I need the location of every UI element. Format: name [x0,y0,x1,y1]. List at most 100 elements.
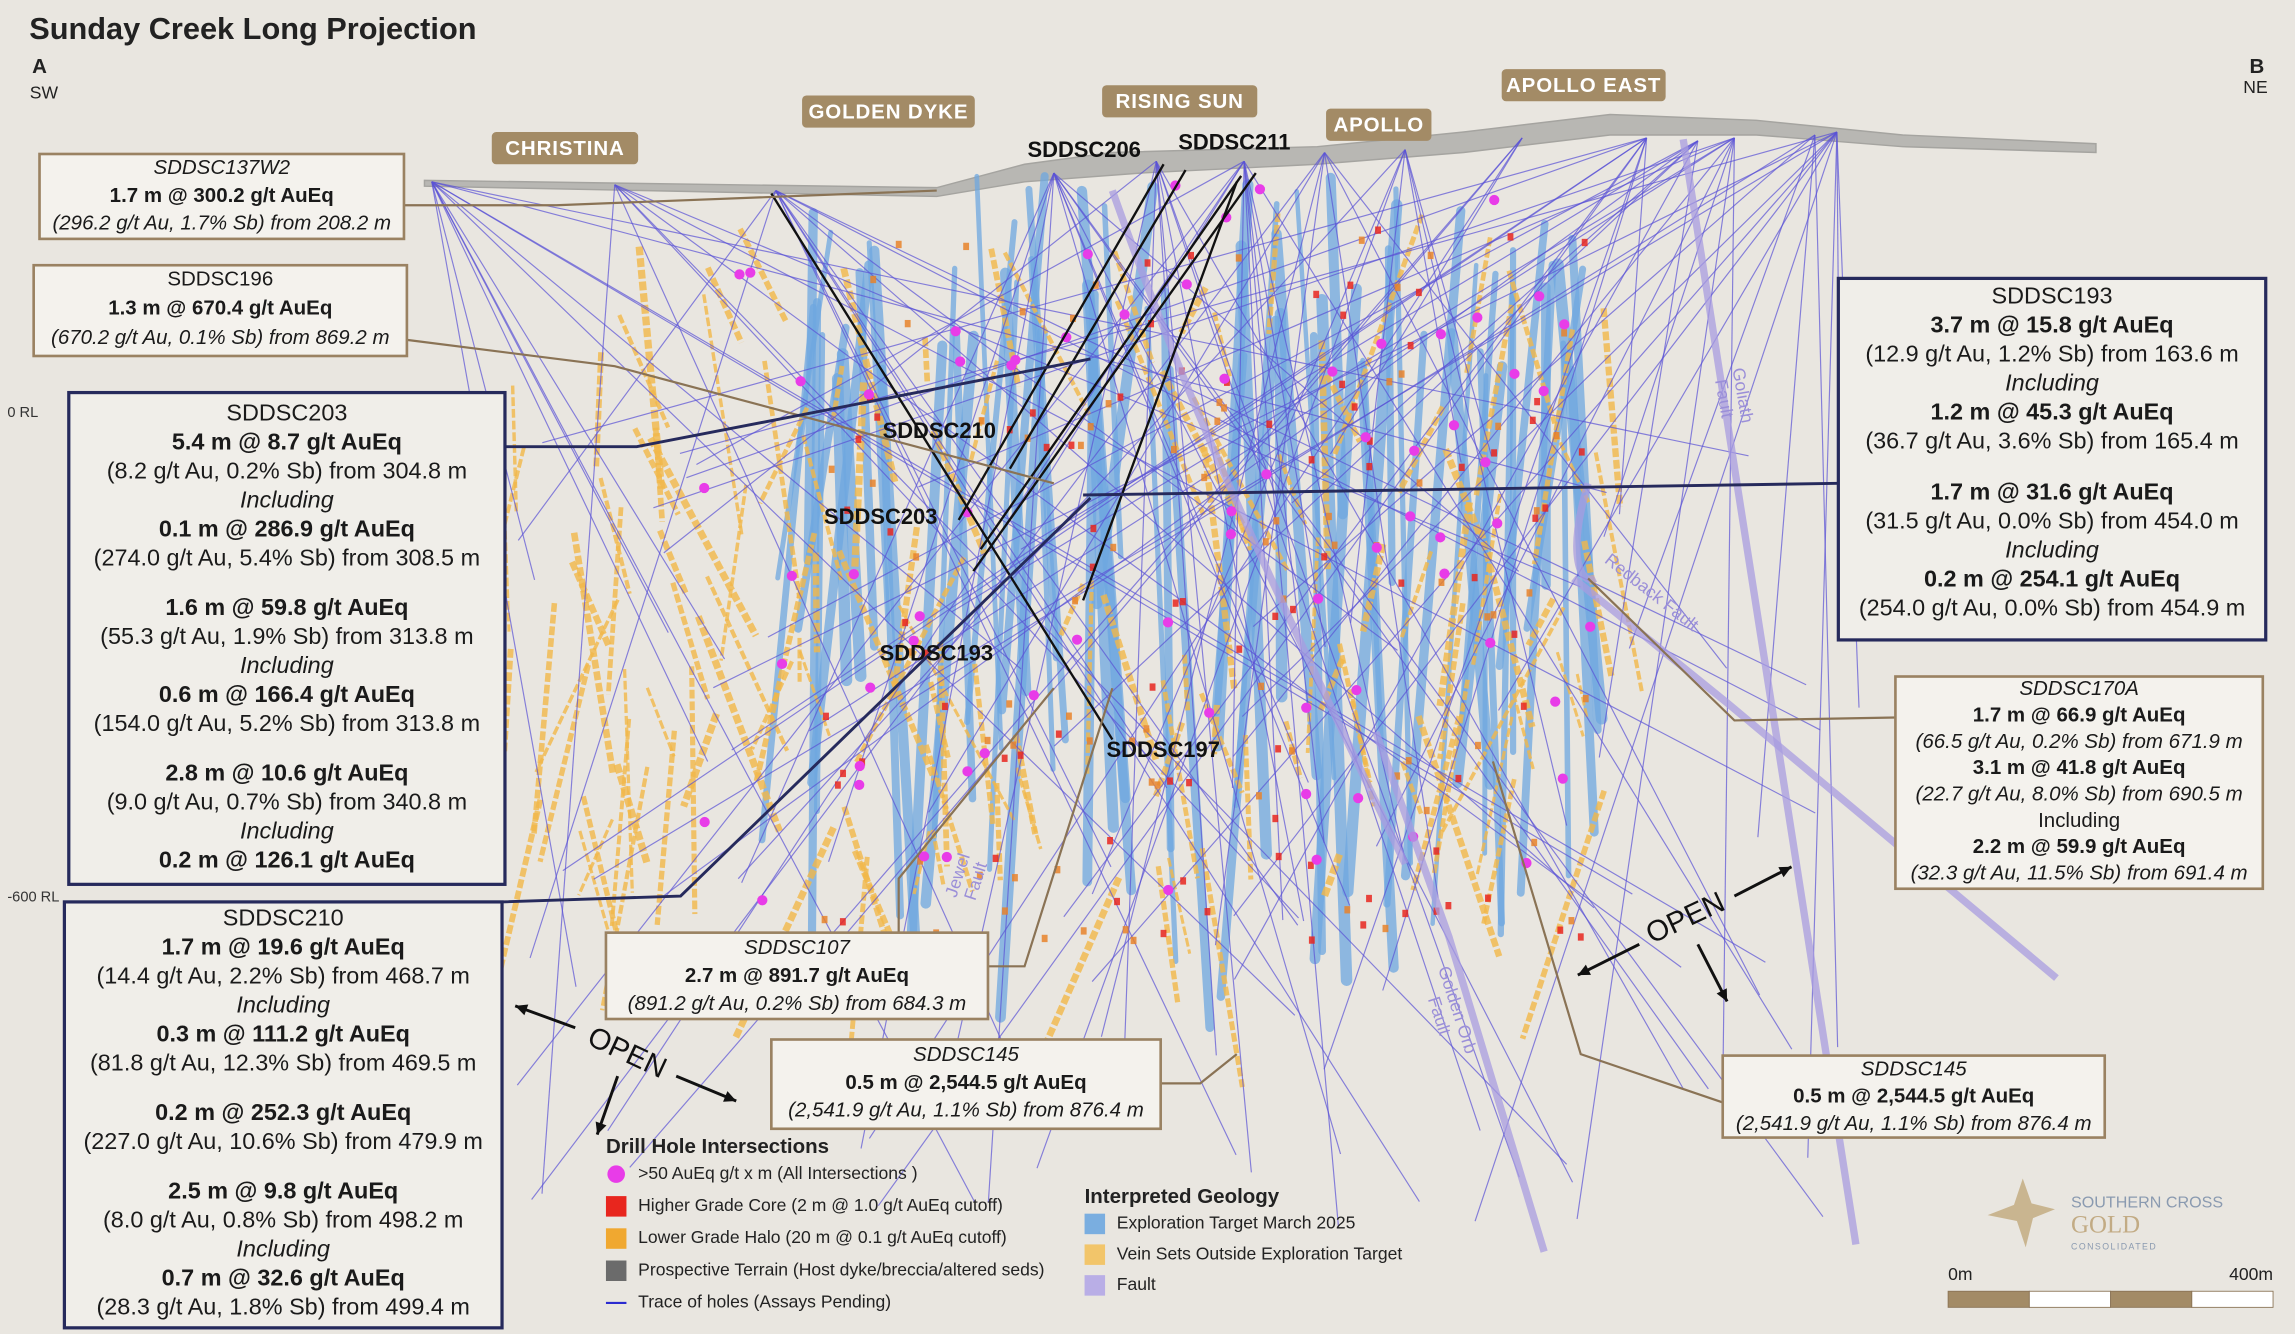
intersection-dot [757,895,768,906]
callout-line: 0.2 m @ 252.3 g/t AuEq [155,1099,411,1125]
callout-line: (8.2 g/t Au, 0.2% Sb) from 304.8 m [107,458,467,484]
intersection-dot [1550,696,1561,707]
exploration-target [1552,258,1608,725]
high-grade [976,871,983,880]
high-grade [1160,929,1167,938]
high-grade [823,712,829,720]
callout-line: 2.2 m @ 59.9 g/t AuEq [1973,835,2186,858]
callout-line: (670.2 g/t Au, 0.1% Sb) from 869.2 m [51,326,390,349]
vein-set [1442,448,1484,539]
fault [1372,730,1548,1253]
vein-set [1320,853,1343,898]
vein-set [850,382,868,577]
high-grade [1340,311,1347,319]
high-grade [1216,398,1223,407]
legend-marker [607,1165,625,1183]
section-end-letter: B [2250,55,2265,78]
intersection-dot [1376,338,1387,349]
callout-line: (12.9 g/t Au, 1.2% Sb) from 163.6 m [1865,341,2238,367]
intersection-dot [1311,854,1322,865]
logo-text: SOUTHERN CROSS [2071,1194,2223,1212]
intersection-dot [1439,568,1450,579]
prospect-label: APOLLO EAST [1506,74,1661,97]
high-grade [1221,404,1227,412]
fault [1573,482,1598,584]
vein-set [1085,580,1094,774]
rl-label: -600 RL [7,889,59,905]
vein-set [836,549,938,782]
intersection-dot [914,611,925,622]
high-grade [1055,730,1062,738]
drill-trace [987,172,1055,1203]
legend-marker [1084,1244,1106,1265]
drill-trace [1324,152,1728,669]
callout-line: (2,541.9 g/t Au, 1.1% Sb) from 876.4 m [1736,1112,2092,1135]
callout-line: SDDSC196 [167,267,273,290]
hole-label: SDDSC197 [1107,737,1220,762]
drill-trace [1603,137,1735,537]
high-grade [1180,877,1187,885]
high-grade [913,553,920,561]
leader-line [501,496,1092,904]
vein-set [1396,405,1446,494]
callout-box [1721,1054,2107,1139]
callout-line: (31.5 g/t Au, 0.0% Sb) from 454.0 m [1865,507,2238,533]
high-grade [1308,936,1315,944]
callout-line: 1.3 m @ 670.4 g/t AuEq [108,297,332,320]
leader-line [1160,1053,1238,1085]
vein-set [645,687,676,758]
drill-trace [1375,137,1735,847]
callout-line: (227.0 g/t Au, 10.6% Sb) from 479.9 m [83,1128,482,1154]
key-drill-hole [770,192,1114,741]
callout-line: 0.7 m @ 32.6 g/t AuEq [162,1264,405,1290]
high-grade [1235,254,1242,262]
callout-box [67,390,507,886]
open-arrowhead [1778,866,1792,878]
legend-marker [605,1260,627,1282]
callout-line: 0.6 m @ 166.4 g/t AuEq [159,681,415,707]
section-end-direction: NE [2243,77,2267,97]
high-grade [1458,463,1465,472]
drill-trace [877,137,1648,1207]
high-grade [1041,934,1048,943]
legend-marker [1084,1213,1106,1235]
callout-line: (81.8 g/t Au, 12.3% Sb) from 469.5 m [90,1050,476,1076]
intersection-dot [776,658,788,670]
high-grade [1188,251,1195,260]
vein-set [762,360,802,599]
high-grade [869,479,876,487]
drill-trace [1155,161,1520,1178]
drill-trace [431,181,536,580]
high-grade [1386,378,1393,386]
intersection-dot [1225,529,1237,540]
high-grade [1086,737,1093,745]
leader-line [406,338,1055,485]
vein-set [622,669,634,893]
high-grade [1339,380,1346,388]
intersection-dot [863,389,875,400]
high-grade [1484,613,1491,621]
callout-line: Including [240,487,334,513]
callout-line: Including [2038,809,2120,832]
high-grade [992,854,999,863]
exploration-target [964,219,1018,726]
vein-set [1475,716,1514,877]
high-grade [1262,538,1269,546]
drill-trace [541,184,616,1194]
intersection-dot [795,376,806,387]
exploration-target [986,279,1020,872]
prospect-label: APOLLO [1333,114,1424,137]
drill-trace [431,181,1766,963]
callout-line: (296.2 g/t Au, 1.7% Sb) from 208.2 m [52,212,391,235]
vein-set [1477,529,1536,728]
leader-line [403,189,937,207]
intersection-dot [699,816,710,828]
callout-box [38,152,406,241]
scale-bar-segment [2191,1290,2274,1308]
drill-trace [1722,137,1736,1072]
high-grade [1117,393,1124,401]
vein-set [753,532,818,784]
drill-trace [593,131,1838,880]
drill-trace [1233,131,1838,917]
high-grade [904,319,911,328]
